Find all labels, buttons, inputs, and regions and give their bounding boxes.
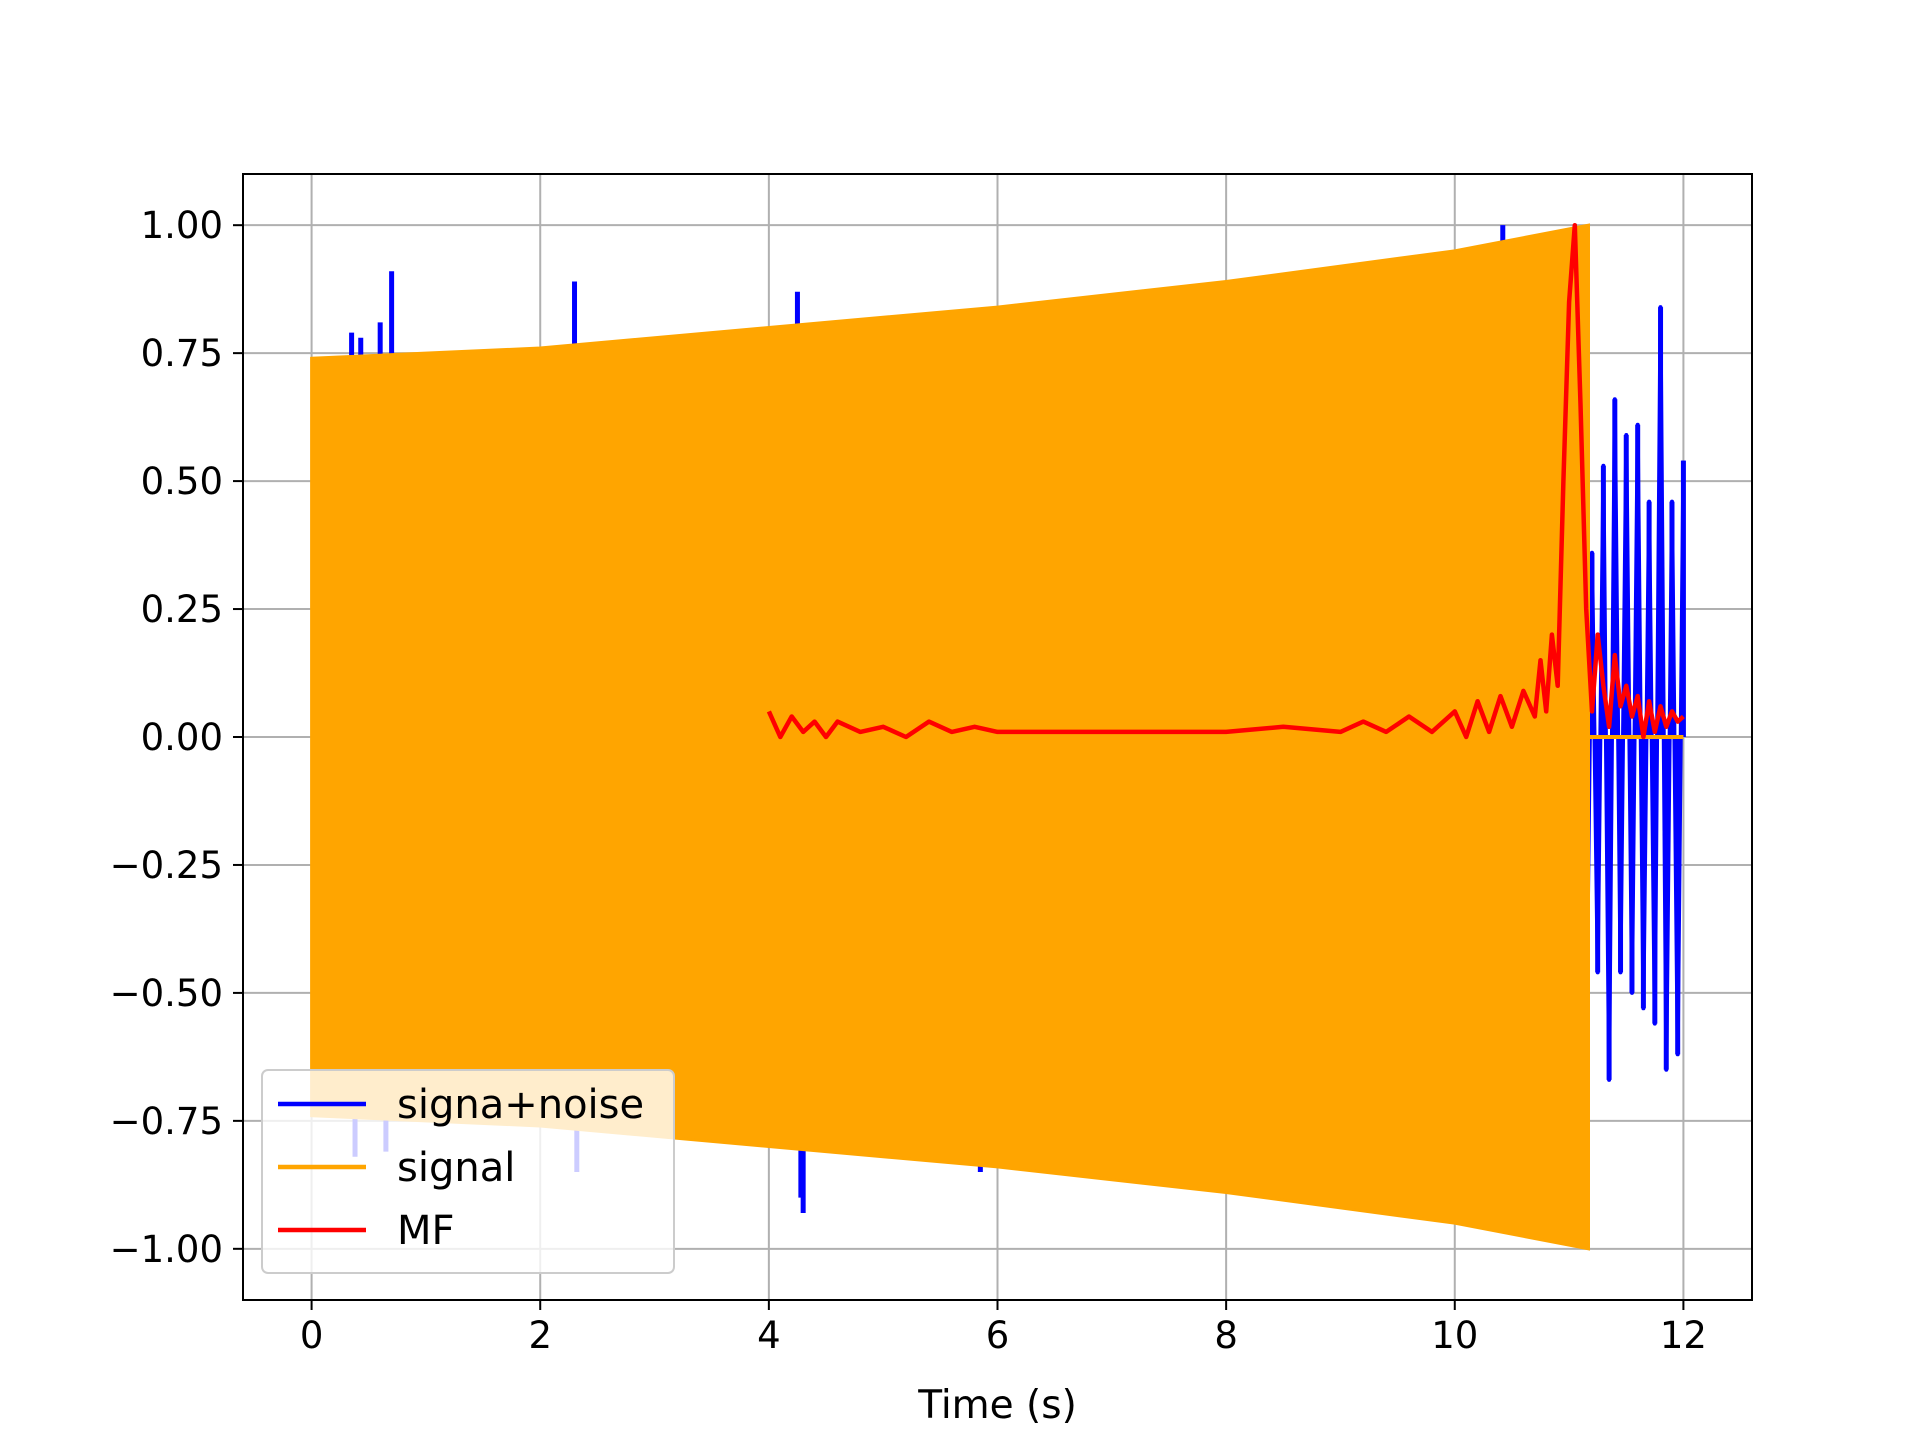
y-tick-label: −0.50 [110,972,223,1015]
y-tick-label: 0.50 [141,460,223,503]
x-tick-label: 6 [986,1314,1010,1357]
x-tick-label: 0 [300,1314,324,1357]
x-tick-label: 2 [528,1314,552,1357]
plot-area [310,222,1686,1251]
x-axis-label: Time (s) [917,1383,1077,1428]
y-tick-label: −1.00 [110,1228,223,1271]
y-tick-label: 0.25 [141,588,223,631]
x-tick-label: 12 [1660,1314,1707,1357]
x-tick-label: 10 [1431,1314,1478,1357]
legend: signa+noise signal MF [261,1069,675,1274]
ticks: 0 2 4 6 8 10 12 1.00 0.75 0.50 0.25 0.00 −0.25 −0.50 −… [110,204,1707,1357]
y-tick-label: 0.00 [141,716,223,759]
x-tick-label: 8 [1214,1314,1238,1357]
legend-label: signal [397,1145,515,1191]
legend-label: MF [397,1208,455,1254]
y-tick-label: 0.75 [141,332,223,375]
x-tick-label: 4 [757,1314,781,1357]
y-tick-label: −0.25 [110,844,223,887]
mf-line [766,222,1685,740]
legend-label: signa+noise [397,1082,644,1128]
legend-box [261,1069,675,1274]
y-tick-label: 1.00 [141,204,223,247]
y-tick-label: −0.75 [110,1100,223,1143]
